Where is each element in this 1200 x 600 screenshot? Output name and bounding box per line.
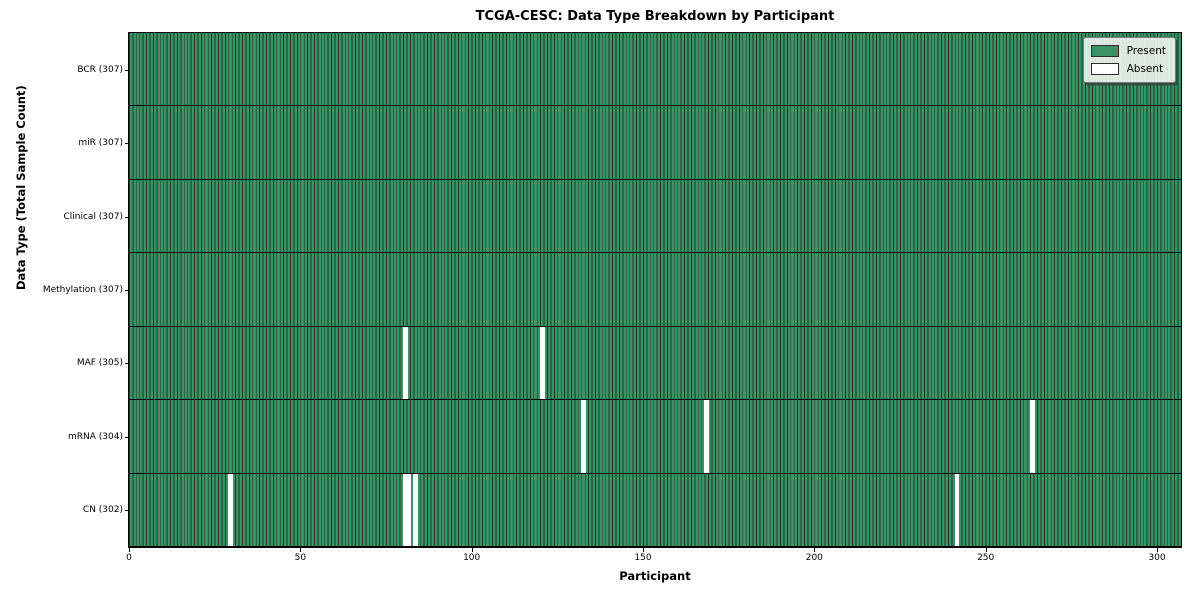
y-tick-label: miR (307) [78, 138, 123, 149]
datatype-row-clinical [129, 179, 1181, 254]
datatype-row-mir [129, 106, 1181, 180]
x-tick-mark [471, 548, 473, 552]
datatype-row-bcr [129, 33, 1181, 107]
y-tick-mark [125, 510, 129, 512]
datatype-row-methylation [129, 253, 1181, 327]
absent-gap [954, 473, 960, 546]
plot-area: Present Absent [128, 32, 1182, 548]
x-tick-mark [643, 548, 644, 552]
legend-entry-present: Present [1090, 45, 1166, 57]
y-tick-mark [125, 436, 129, 438]
y-tick-label: MAF (305) [76, 358, 123, 369]
y-tick-mark [125, 363, 129, 365]
absent-gap [704, 400, 710, 473]
absent-gap [581, 400, 586, 473]
absent-gap [540, 326, 545, 400]
absent-gap [1030, 400, 1035, 473]
x-tick-label: 200 [805, 553, 823, 563]
x-tick-mark [129, 548, 130, 552]
legend-present-swatch [1090, 45, 1119, 57]
y-tick-label: Methylation (307) [42, 285, 123, 295]
x-tick-label: 50 [294, 553, 307, 563]
absent-gap [402, 473, 408, 546]
legend: Present Absent [1082, 37, 1176, 83]
x-tick-mark [300, 548, 302, 552]
absent-gap [402, 326, 408, 400]
y-tick-mark [125, 143, 129, 145]
y-tick-label: mRNA (304) [68, 431, 123, 442]
datatype-row-maf [129, 326, 1181, 401]
legend-absent-label: Absent [1126, 63, 1164, 75]
datatype-row-mrna [129, 400, 1181, 474]
x-tick-mark [814, 548, 816, 552]
y-tick-mark [125, 69, 129, 71]
x-tick-label: 300 [1148, 553, 1166, 563]
y-tick-label: CN (302) [82, 505, 123, 516]
y-tick-label: Clinical (307) [63, 211, 123, 222]
x-tick-label: 100 [463, 553, 481, 563]
x-axis-label: Participant [619, 569, 691, 583]
x-tick-label: 0 [126, 553, 132, 563]
absent-gap [413, 473, 418, 546]
x-tick-mark [1157, 548, 1158, 552]
legend-present-label: Present [1126, 45, 1166, 57]
y-tick-mark [125, 290, 129, 291]
absent-gap [406, 473, 411, 546]
x-tick-label: 150 [634, 553, 652, 563]
x-tick-label: 250 [977, 553, 995, 563]
datatype-row-cn [129, 473, 1181, 547]
y-tick-label: BCR (307) [77, 64, 123, 75]
y-tick-mark [125, 216, 129, 218]
x-tick-mark [985, 548, 987, 552]
legend-absent-swatch [1090, 63, 1119, 75]
absent-gap [228, 473, 233, 546]
chart-title: TCGA-CESC: Data Type Breakdown by Partic… [475, 9, 835, 24]
legend-entry-absent: Absent [1090, 63, 1166, 75]
